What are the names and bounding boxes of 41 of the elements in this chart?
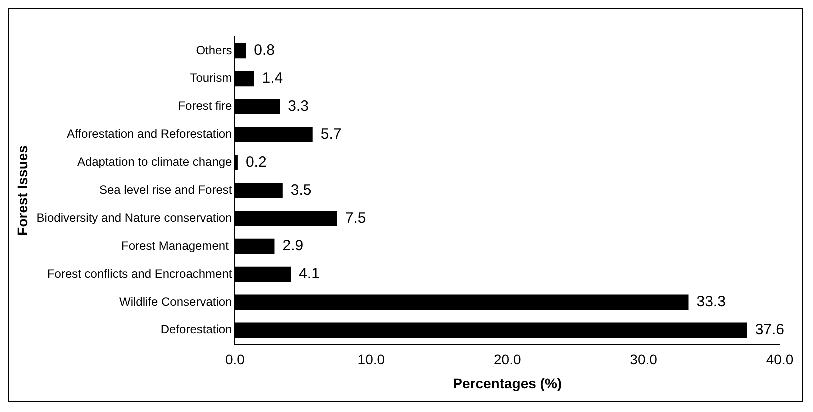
data-label: 0.2 — [246, 154, 267, 171]
bar — [235, 127, 313, 142]
data-label: 7.5 — [345, 210, 366, 227]
bar — [235, 155, 238, 170]
y-tick-label: Tourism — [190, 71, 232, 86]
data-label: 0.8 — [254, 42, 275, 60]
y-tick-label: Sea level rise and Forest — [100, 183, 233, 198]
data-label: 3.3 — [288, 98, 310, 116]
y-tick-label: Adaptation to climate change — [77, 155, 233, 170]
y-tick-label: Deforestation — [160, 322, 232, 337]
data-label: 33.3 — [696, 294, 726, 311]
x-tick-label: 10.0 — [358, 352, 386, 368]
data-label: 37.6 — [755, 322, 785, 339]
y-axis-title: Forest Issues — [14, 145, 30, 236]
y-tick-label: Forest Management — [122, 238, 232, 253]
x-tick-label: 20.0 — [494, 352, 522, 368]
x-tick-label: 0.0 — [226, 352, 246, 368]
bar — [235, 71, 254, 87]
y-tick-label: Others — [196, 43, 232, 58]
bar — [235, 238, 275, 254]
y-tick-label: Forest conflicts and Encroachment — [47, 266, 233, 281]
y-tick-label: Afforestation and Reforestation — [67, 127, 232, 142]
bar — [235, 43, 246, 59]
bar — [235, 99, 280, 115]
data-label: 4.1 — [299, 266, 320, 283]
chart-frame: Percentages (%) Forest Issues 0.0 10.0 20.0 30.0 40.0 Others Tourism Forest fire Afforestation and Reforestation Adaptation to climate change Sea level rise and Forest Biodiversity and Nature conservation Forest Management Forest conflicts and Encroachment Wildlife Conservation Deforestation 0.8 1.4 3.3 5.7 0.2 3.5 7.5 2.9 4.1 33.3 37.6 — [8, 8, 803, 402]
bar — [235, 294, 689, 310]
data-label: 2.9 — [282, 238, 304, 255]
data-label: 5.7 — [320, 126, 342, 143]
y-tick-label: Forest fire — [178, 99, 233, 114]
x-tick-label: 40.0 — [766, 352, 794, 368]
x-axis-title: Percentages (%) — [453, 375, 562, 392]
data-label: 3.5 — [290, 182, 312, 199]
bar — [235, 266, 292, 282]
data-label: 1.4 — [262, 70, 284, 88]
bar — [235, 210, 338, 226]
bar — [235, 322, 748, 338]
bar — [235, 183, 283, 198]
y-tick-label: Biodiversity and Nature conservation — [36, 210, 232, 225]
x-tick-label: 30.0 — [630, 352, 658, 368]
y-tick-label: Wildlife Conservation — [120, 294, 232, 309]
